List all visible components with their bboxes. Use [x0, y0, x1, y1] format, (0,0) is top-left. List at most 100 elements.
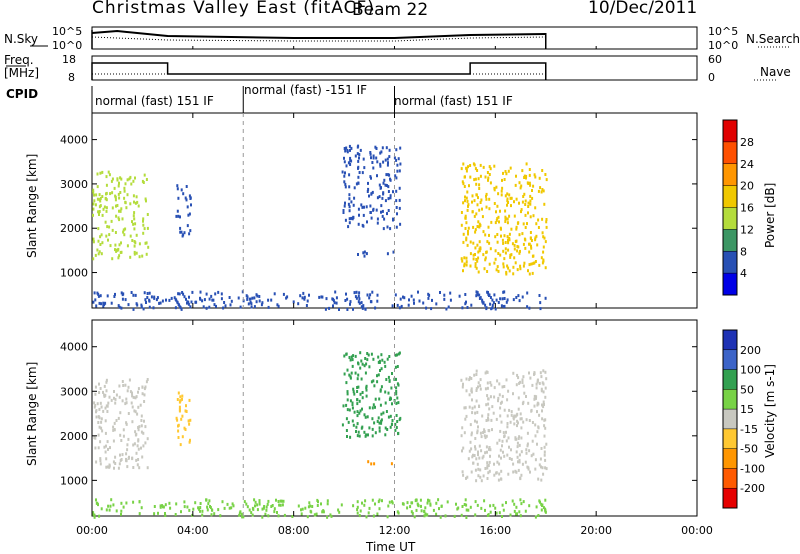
data-cell — [140, 446, 142, 450]
data-cell — [142, 231, 145, 235]
data-cell — [120, 250, 123, 254]
data-cell — [486, 466, 489, 470]
data-cell — [142, 223, 145, 227]
data-cell — [500, 420, 503, 424]
data-cell — [104, 197, 107, 201]
data-cell — [518, 510, 521, 514]
data-cell — [140, 506, 143, 510]
data-cell — [378, 498, 381, 502]
data-cell — [520, 450, 523, 454]
data-cell — [406, 506, 409, 510]
data-cell — [176, 301, 179, 305]
data-cell — [182, 292, 185, 296]
data-cell — [350, 200, 353, 204]
data-cell — [510, 410, 513, 414]
data-cell — [465, 256, 468, 260]
data-cell — [469, 164, 472, 167]
data-cell — [386, 163, 389, 167]
data-cell — [132, 214, 135, 218]
data-cell — [535, 386, 538, 390]
power-colorbar-swatch — [723, 207, 737, 230]
data-cell — [347, 161, 350, 165]
data-cell — [188, 232, 191, 236]
data-cell — [123, 233, 126, 237]
data-cell — [396, 365, 399, 368]
data-cell — [140, 419, 143, 422]
data-cell — [463, 262, 466, 266]
data-cell — [526, 465, 529, 469]
data-cell — [530, 239, 533, 242]
data-cell — [541, 231, 544, 235]
data-cell — [153, 296, 156, 300]
data-cell — [424, 506, 427, 510]
data-cell — [157, 511, 159, 515]
nsearch-label: N.Search — [746, 32, 800, 46]
data-cell — [348, 221, 351, 225]
data-cell — [380, 421, 383, 425]
data-cell — [378, 426, 381, 430]
data-cell — [99, 457, 102, 461]
data-cell — [126, 448, 129, 452]
data-cell — [484, 467, 487, 470]
data-cell — [485, 434, 488, 438]
data-cell — [517, 407, 520, 411]
data-cell — [378, 397, 381, 401]
data-cell — [517, 421, 519, 425]
data-cell — [113, 396, 115, 400]
data-cell — [365, 252, 368, 256]
data-cell — [134, 176, 136, 180]
data-cell — [506, 192, 509, 196]
data-cell — [523, 261, 526, 265]
data-cell — [395, 377, 397, 381]
data-cell — [510, 253, 513, 257]
data-cell — [232, 504, 235, 508]
data-cell — [506, 235, 509, 239]
data-cell — [361, 391, 364, 394]
data-cell — [250, 302, 253, 306]
data-cell — [106, 225, 109, 229]
data-cell — [507, 389, 510, 393]
data-cell — [520, 436, 523, 440]
data-cell — [489, 504, 492, 508]
data-cell — [125, 422, 128, 426]
data-cell — [542, 400, 545, 404]
data-cell — [377, 500, 380, 504]
y-tick-label: 4000 — [60, 134, 88, 147]
data-cell — [479, 431, 482, 435]
data-cell — [356, 414, 359, 418]
data-cell — [103, 445, 106, 449]
data-cell — [210, 294, 213, 298]
data-cell — [371, 498, 374, 502]
data-cell — [516, 249, 519, 253]
data-cell — [129, 255, 132, 259]
data-cell — [477, 453, 479, 457]
data-cell — [462, 201, 465, 205]
data-cell — [351, 358, 354, 362]
data-cell — [146, 213, 149, 216]
data-cell — [357, 166, 359, 170]
data-cell — [513, 247, 516, 251]
data-cell — [503, 434, 506, 438]
data-cell — [146, 378, 149, 381]
data-cell — [492, 301, 495, 305]
data-cell — [348, 144, 351, 148]
y-tick-label: 1000 — [60, 267, 88, 280]
data-cell — [413, 301, 415, 305]
data-cell — [277, 514, 280, 518]
data-cell — [391, 372, 393, 375]
data-cell — [474, 262, 477, 266]
data-cell — [387, 185, 390, 189]
data-cell — [222, 306, 225, 310]
data-cell — [386, 157, 389, 161]
data-cell — [477, 381, 480, 385]
data-cell — [541, 188, 544, 191]
data-cell — [542, 369, 545, 373]
data-cell — [264, 512, 267, 516]
data-cell — [536, 380, 539, 384]
data-cell — [258, 295, 261, 298]
data-cell — [118, 243, 121, 247]
data-cell — [476, 410, 479, 414]
data-cell — [138, 425, 141, 429]
data-cell — [479, 384, 482, 388]
data-cell — [176, 184, 179, 188]
